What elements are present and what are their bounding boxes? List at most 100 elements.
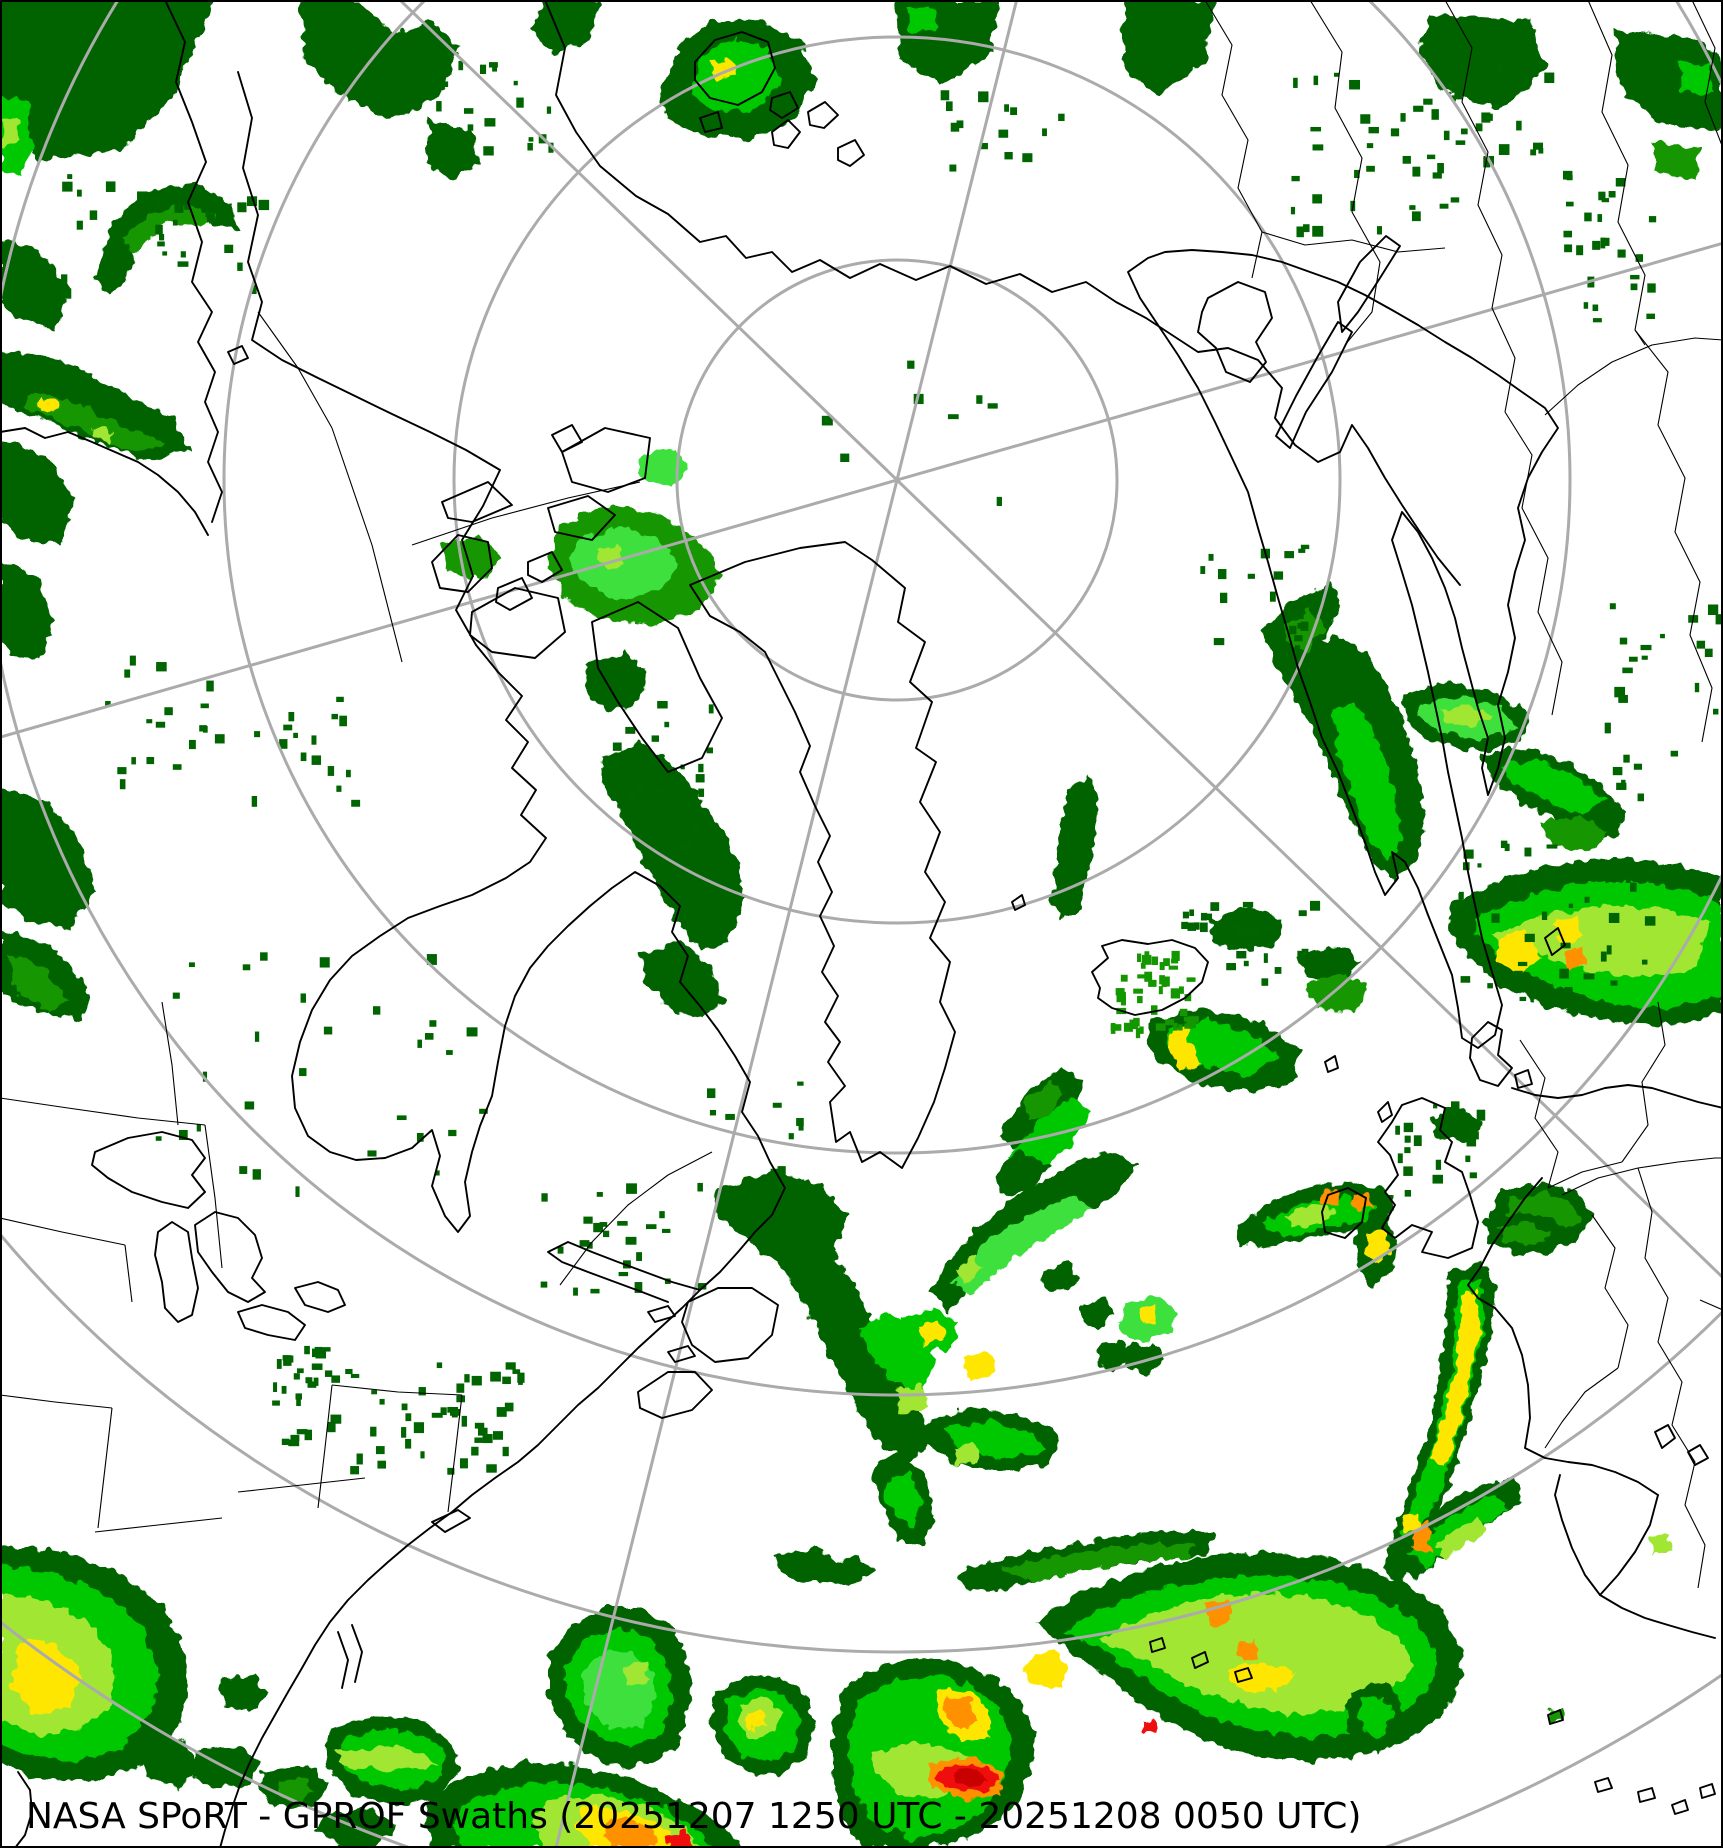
speckle-cell — [180, 251, 186, 258]
precip-swath — [1498, 1222, 1552, 1245]
precip-swath — [944, 1695, 978, 1730]
speckle-cell — [1519, 996, 1527, 1002]
speckle-cell — [237, 202, 247, 213]
speckle-cell — [1187, 922, 1197, 931]
coastline-path — [14, 1771, 33, 1848]
speckle-cell — [1641, 655, 1648, 660]
speckle-cell — [1565, 201, 1574, 207]
coastline-path — [547, 495, 616, 541]
precip-swath — [1025, 1082, 1065, 1122]
speckle-cell — [527, 142, 533, 151]
speckle-cell — [502, 1376, 511, 1385]
speckle-cell — [1612, 766, 1623, 776]
speckle-cell — [417, 1039, 422, 1048]
speckle-cell — [1646, 865, 1657, 875]
speckle-cell — [442, 81, 449, 88]
precip-swath — [775, 1548, 872, 1585]
precip-swath — [1042, 1262, 1082, 1292]
speckle-cell — [436, 101, 442, 112]
speckle-cell — [631, 820, 637, 832]
speckle-cell — [1444, 1107, 1455, 1116]
speckle-cell — [1159, 962, 1165, 971]
speckle-cell — [1297, 623, 1304, 629]
speckle-cell — [1110, 1022, 1116, 1034]
speckle-cell — [1115, 988, 1125, 996]
coastline-path — [1514, 1069, 1533, 1089]
speckle-cell — [1004, 152, 1013, 160]
speckle-cell — [596, 1192, 603, 1197]
precip-swath — [745, 1708, 768, 1730]
speckle-cell — [618, 1272, 629, 1277]
border-line — [1621, 1001, 1666, 1163]
speckle-cell — [697, 1182, 703, 1192]
speckle-cell — [1497, 68, 1504, 75]
speckle-cell — [546, 106, 552, 114]
speckle-cell — [305, 1377, 313, 1384]
speckle-cell — [1563, 230, 1572, 238]
speckle-cell — [254, 731, 261, 738]
speckle-cell — [272, 1400, 280, 1406]
coastline-path — [1321, 1187, 1367, 1239]
speckle-cell — [693, 819, 700, 831]
precip-swath — [622, 1662, 650, 1688]
border-line — [94, 1517, 223, 1533]
speckle-cell — [770, 1168, 778, 1179]
speckle-cell — [124, 669, 131, 678]
speckle-cell — [1110, 1024, 1122, 1031]
speckle-cell — [1543, 871, 1552, 876]
speckle-cell — [117, 767, 127, 775]
speckle-cell — [1598, 191, 1606, 201]
speckle-cell — [146, 756, 155, 765]
coastline-path — [1599, 1594, 1716, 1639]
coastline-path — [837, 139, 865, 167]
speckle-cell — [1546, 844, 1558, 849]
coastline-path — [1191, 1651, 1209, 1669]
speckle-cell — [162, 251, 168, 256]
speckle-cell — [573, 1287, 578, 1296]
border-line — [1444, 0, 1516, 413]
speckle-cell — [89, 210, 98, 220]
precip-swath — [1540, 815, 1608, 852]
speckle-cell — [1498, 144, 1510, 155]
speckle-cell — [420, 1451, 425, 1459]
speckle-cell — [276, 1359, 282, 1369]
speckle-cell — [1500, 840, 1508, 849]
speckle-cell — [350, 1373, 360, 1378]
speckle-cell — [1390, 128, 1400, 137]
precip-swath — [600, 742, 745, 950]
border-line — [1691, 0, 1723, 149]
speckle-cell — [706, 747, 713, 754]
coastline-path — [591, 601, 723, 773]
speckle-cell — [1200, 912, 1208, 921]
speckle-cell — [413, 1422, 425, 1434]
coastline-path — [1377, 1101, 1393, 1123]
speckle-cell — [1273, 571, 1284, 580]
speckle-cell — [1637, 793, 1645, 802]
speckle-cell — [172, 992, 180, 999]
coastline-path — [689, 541, 956, 1169]
speckle-cell — [1022, 153, 1033, 163]
speckle-cell — [1171, 958, 1179, 964]
speckle-cell — [370, 1426, 377, 1437]
speckle-cell — [311, 735, 317, 745]
precip-swath — [25, 390, 165, 452]
border-line — [1309, 0, 1381, 346]
speckle-cell — [664, 721, 670, 728]
speckle-cell — [655, 787, 662, 795]
speckle-cell — [1432, 172, 1442, 179]
speckle-cell — [1137, 953, 1142, 963]
speckle-cell — [1640, 644, 1652, 651]
precip-swath — [1435, 1518, 1488, 1558]
speckle-cell — [304, 1429, 313, 1441]
speckle-cell — [1178, 1024, 1183, 1031]
speckle-cell — [1181, 921, 1189, 930]
speckle-cell — [405, 1438, 412, 1449]
speckle-cell — [1252, 928, 1262, 934]
speckle-cell — [1269, 591, 1276, 602]
speckle-cell — [1403, 1166, 1413, 1176]
border-line — [1504, 411, 1563, 716]
coastline-path — [237, 1304, 306, 1341]
speckle-cell — [1226, 963, 1237, 971]
speckle-cell — [1431, 109, 1439, 120]
speckle-cell — [1413, 105, 1424, 112]
